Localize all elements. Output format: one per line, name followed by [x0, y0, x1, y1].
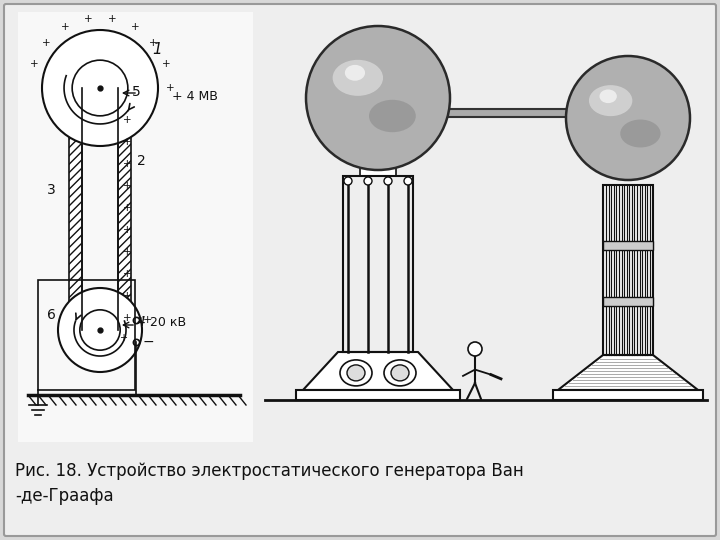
Text: +: +: [131, 22, 139, 32]
Circle shape: [344, 177, 352, 185]
Circle shape: [364, 177, 372, 185]
Circle shape: [468, 342, 482, 356]
FancyBboxPatch shape: [4, 4, 716, 536]
Circle shape: [566, 56, 690, 180]
Ellipse shape: [333, 60, 383, 96]
Text: +: +: [42, 38, 50, 48]
Bar: [296, 390, 460, 400]
Text: +: +: [123, 159, 132, 169]
Ellipse shape: [620, 119, 660, 147]
Text: +: +: [123, 291, 132, 301]
Ellipse shape: [391, 365, 409, 381]
Bar: [603, 185, 653, 355]
Bar: [343, 176, 413, 352]
Text: 3: 3: [47, 183, 55, 197]
Text: +: +: [149, 38, 158, 48]
Text: +: +: [123, 115, 132, 125]
Text: 6: 6: [47, 308, 55, 322]
Bar: [38, 280, 135, 390]
Ellipse shape: [600, 90, 617, 103]
Text: +: +: [123, 181, 132, 191]
Bar: [69, 88, 82, 330]
Text: +: +: [84, 14, 92, 24]
Bar: [445, 109, 571, 117]
Text: 5: 5: [132, 85, 140, 99]
Text: +: +: [123, 247, 132, 257]
Text: +: +: [166, 83, 174, 93]
Text: 2: 2: [137, 153, 145, 167]
Text: +: +: [60, 22, 69, 32]
Text: +: +: [123, 313, 132, 323]
Bar: [18, 12, 253, 442]
Text: 4: 4: [137, 315, 146, 329]
Circle shape: [384, 177, 392, 185]
Circle shape: [58, 288, 142, 372]
Bar: [603, 297, 653, 306]
Ellipse shape: [369, 100, 416, 132]
Text: +: +: [143, 315, 153, 325]
Text: + 4 МВ: + 4 МВ: [172, 90, 218, 103]
Bar: [603, 241, 653, 250]
Text: +: +: [119, 333, 127, 343]
Text: +: +: [123, 203, 132, 213]
Text: +: +: [123, 137, 132, 147]
Text: +: +: [30, 59, 39, 69]
Polygon shape: [303, 352, 453, 390]
Ellipse shape: [384, 360, 416, 386]
Text: +: +: [108, 14, 117, 24]
Text: +: +: [123, 269, 132, 279]
Text: −: −: [143, 335, 155, 349]
Bar: [553, 390, 703, 400]
Text: +: +: [123, 225, 132, 235]
Ellipse shape: [347, 365, 365, 381]
Ellipse shape: [345, 65, 365, 80]
Bar: [360, 162, 396, 176]
Bar: [118, 88, 131, 330]
Circle shape: [42, 30, 158, 146]
Text: 20 кВ: 20 кВ: [150, 316, 186, 329]
Circle shape: [404, 177, 412, 185]
Polygon shape: [558, 355, 698, 390]
Text: +: +: [161, 59, 170, 69]
Ellipse shape: [589, 85, 632, 116]
Text: Рис. 18. Устройство электростатического генератора Ван
-де-Граафа: Рис. 18. Устройство электростатического …: [15, 462, 523, 505]
Circle shape: [306, 26, 450, 170]
Ellipse shape: [340, 360, 372, 386]
Text: 1: 1: [152, 42, 162, 57]
